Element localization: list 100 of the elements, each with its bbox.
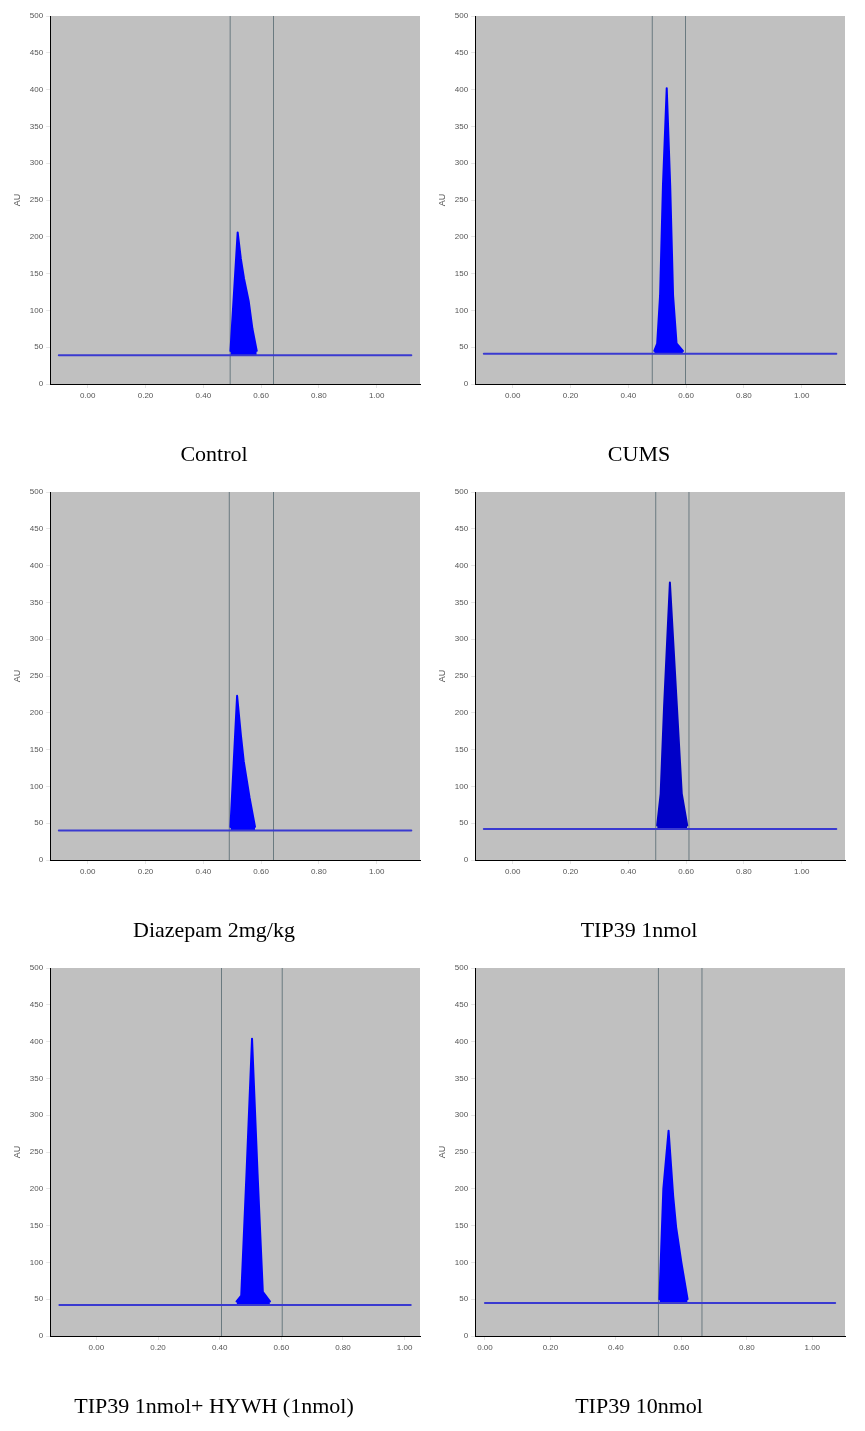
y-tick-label: 450 (454, 48, 469, 57)
y-tick-label: 400 (29, 560, 44, 570)
y-tick-label: 0 (463, 855, 469, 865)
y-tick-label: 100 (29, 781, 44, 791)
x-tick-label: 0.20 (137, 867, 154, 876)
y-tick-label: 100 (454, 1257, 469, 1267)
y-tick-label: 200 (454, 232, 469, 241)
y-tick-label: 0 (38, 1331, 44, 1341)
x-tick-label: 1.00 (368, 391, 385, 400)
x-tick-label: 0.20 (542, 1343, 559, 1352)
y-tick-label: 150 (454, 268, 469, 278)
x-tick-label: 0.60 (253, 391, 270, 400)
y-tick-label: 450 (454, 1000, 469, 1009)
y-tick-label: 500 (29, 963, 44, 973)
x-tick-label: 0.60 (273, 1343, 290, 1352)
x-tick-label: 1.00 (368, 867, 385, 876)
y-tick-label: 500 (454, 963, 469, 973)
x-tick-label: 0.80 (311, 391, 328, 400)
y-tick-label: 250 (454, 195, 469, 205)
y-tick-label: 0 (38, 855, 44, 865)
y-tick-label: 250 (454, 1147, 469, 1157)
y-tick-label: 450 (29, 524, 44, 533)
y-axis-title: AU (11, 193, 22, 207)
y-tick-label: 200 (29, 232, 44, 241)
y-tick-label: 300 (29, 1110, 44, 1120)
text: Control (180, 440, 248, 466)
y-tick-label: 500 (29, 487, 44, 497)
text: TIP39 10nmol (575, 1392, 703, 1418)
y-tick-label: 100 (29, 305, 44, 315)
x-tick-label: 1.00 (793, 391, 810, 400)
x-tick-label: 0.80 (311, 867, 328, 876)
x-tick-label: 0.00 (88, 1343, 105, 1352)
y-tick-label: 350 (454, 121, 469, 131)
y-axis-title: AU (436, 1145, 447, 1159)
x-tick-label: 0.00 (504, 867, 522, 876)
x-tick-label: 0.40 (211, 1343, 228, 1352)
y-tick-label: 250 (29, 671, 44, 681)
y-tick-label: 50 (459, 1294, 469, 1304)
x-tick-label: 0.20 (562, 391, 579, 400)
y-tick-label: 250 (29, 1147, 44, 1157)
y-tick-label: 0 (463, 379, 469, 389)
y-tick-label: 450 (29, 1000, 44, 1009)
y-tick-label: 450 (454, 524, 469, 533)
y-tick-label: 100 (454, 781, 469, 791)
x-tick-label: 0.60 (678, 867, 695, 876)
y-tick-label: 450 (29, 48, 44, 57)
x-tick-label: 0.80 (335, 1343, 352, 1352)
y-tick-label: 300 (29, 158, 44, 168)
x-tick-label: 0.00 (504, 391, 522, 400)
y-axis-title: AU (11, 669, 22, 683)
x-tick-label: 0.60 (673, 1343, 690, 1352)
y-tick-label: 500 (454, 487, 469, 497)
x-tick-label: 1.00 (396, 1343, 413, 1352)
y-tick-label: 350 (29, 1073, 44, 1083)
y-tick-label: 50 (459, 818, 469, 828)
y-tick-label: 150 (29, 268, 44, 278)
y-tick-label: 350 (454, 597, 469, 607)
y-tick-label: 200 (454, 1184, 469, 1193)
y-tick-label: 150 (29, 1220, 44, 1230)
y-tick-label: 300 (29, 634, 44, 644)
y-tick-label: 200 (454, 708, 469, 717)
text: TIP39 1nmol+ HYWH (1nmol) (74, 1392, 354, 1418)
y-tick-label: 50 (34, 342, 44, 352)
x-tick-label: 1.00 (804, 1343, 821, 1352)
y-tick-label: 400 (29, 1036, 44, 1046)
y-tick-label: 100 (454, 305, 469, 315)
y-tick-label: 150 (29, 744, 44, 754)
x-tick-label: 0.40 (620, 391, 637, 400)
y-tick-label: 400 (454, 560, 469, 570)
text: Diazepam 2mg/kg (133, 916, 295, 942)
x-tick-label: 0.60 (253, 867, 270, 876)
y-tick-label: 350 (454, 1073, 469, 1083)
y-axis-title: AU (436, 193, 447, 207)
text: CUMS (607, 440, 671, 466)
y-tick-label: 350 (29, 597, 44, 607)
x-tick-label: 0.40 (195, 867, 212, 876)
x-tick-label: 0.20 (137, 391, 154, 400)
y-tick-label: 200 (29, 1184, 44, 1193)
y-tick-label: 500 (454, 11, 469, 21)
x-tick-label: 0.20 (562, 867, 579, 876)
y-tick-label: 50 (34, 1294, 44, 1304)
y-tick-label: 400 (454, 84, 469, 94)
y-axis-title: AU (436, 669, 447, 683)
x-tick-label: 0.40 (608, 1343, 625, 1352)
text: TIP39 1nmol (580, 916, 698, 942)
y-tick-label: 500 (29, 11, 44, 21)
y-tick-label: 150 (454, 1220, 469, 1230)
y-tick-label: 200 (29, 708, 44, 717)
y-axis-title: AU (11, 1145, 22, 1159)
x-tick-label: 0.80 (736, 391, 753, 400)
x-tick-label: 0.40 (620, 867, 637, 876)
x-tick-label: 0.00 (79, 867, 97, 876)
x-tick-label: 0.80 (739, 1343, 756, 1352)
y-tick-label: 100 (29, 1257, 44, 1267)
x-tick-label: 0.00 (477, 1343, 494, 1352)
x-tick-label: 0.60 (678, 391, 695, 400)
y-tick-label: 300 (454, 634, 469, 644)
y-tick-label: 400 (454, 1036, 469, 1046)
x-tick-label: 0.80 (736, 867, 753, 876)
y-tick-label: 350 (29, 121, 44, 131)
